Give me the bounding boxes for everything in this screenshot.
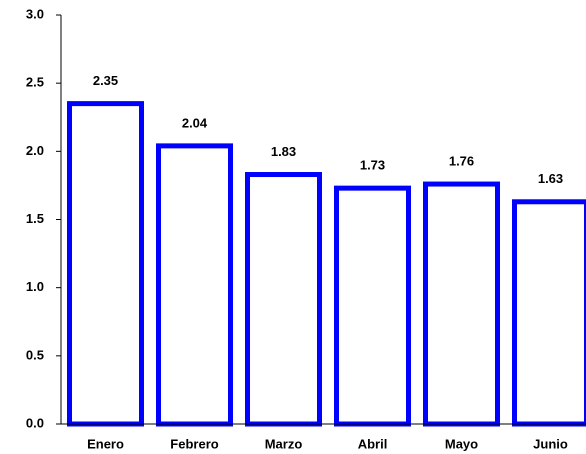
bar <box>67 101 144 427</box>
bar <box>156 143 233 427</box>
x-tick-label: Abril <box>358 436 388 451</box>
bar <box>334 185 411 427</box>
y-tick-label: 0.5 <box>26 347 44 362</box>
value-label: 1.76 <box>449 153 474 168</box>
x-tick-label: Enero <box>87 436 124 451</box>
y-tick-label: 1.5 <box>26 211 44 226</box>
y-tick-label: 3.0 <box>26 6 44 21</box>
bar <box>423 181 500 427</box>
y-tick-label: 2.0 <box>26 143 44 158</box>
value-label: 1.63 <box>538 171 563 186</box>
x-tick-label: Mayo <box>445 436 478 451</box>
value-label: 1.83 <box>271 144 296 159</box>
value-label: 2.04 <box>182 115 208 130</box>
x-tick-label: Febrero <box>170 436 218 451</box>
bar <box>245 172 322 427</box>
x-tick-label: Marzo <box>265 436 303 451</box>
y-tick-label: 2.5 <box>26 75 44 90</box>
value-label: 1.73 <box>360 158 385 173</box>
bar <box>512 199 586 427</box>
y-tick-label: 1.0 <box>26 279 44 294</box>
x-tick-label: Junio <box>533 436 568 451</box>
y-tick-label: 0.0 <box>26 415 44 430</box>
value-label: 2.35 <box>93 73 118 88</box>
